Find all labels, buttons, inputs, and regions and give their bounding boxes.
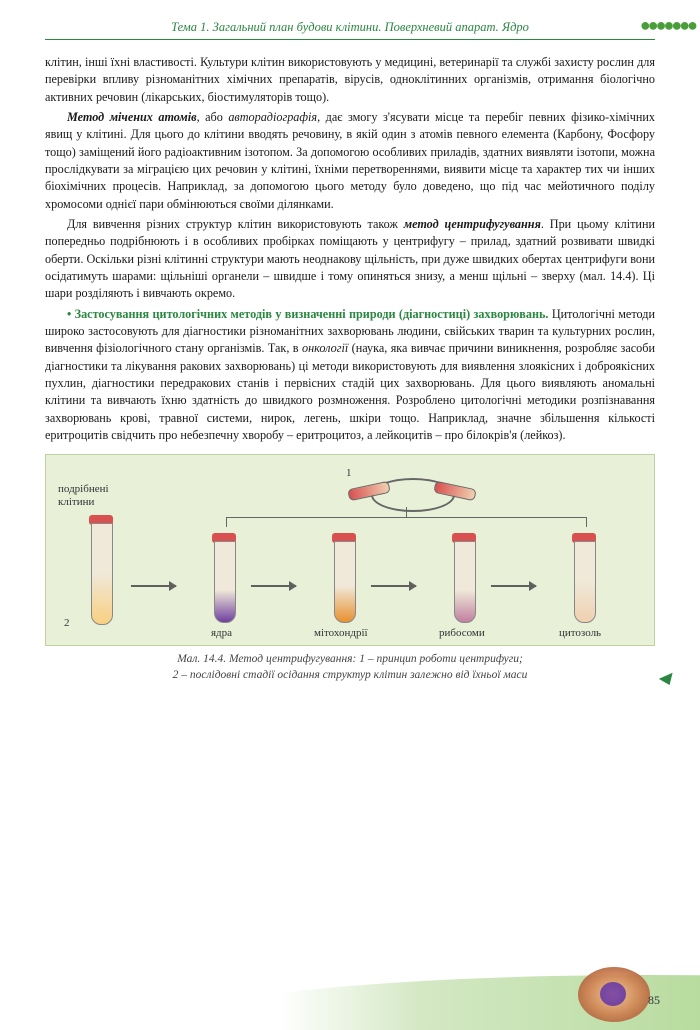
p2-or: , або [197, 110, 229, 124]
paragraph-1: клітин, інші їхні властивості. Культури … [45, 54, 655, 106]
arrow-2 [251, 585, 296, 587]
p3-start: Для вивчення різних структур клітин вико… [67, 217, 404, 231]
bracket-line [226, 517, 586, 519]
page-number: 85 [648, 993, 660, 1008]
figure-caption: Мал. 14.4. Метод центрифугування: 1 – пр… [45, 652, 655, 683]
bracket-stem [406, 507, 407, 517]
p1-text: клітин, інші їхні властивості. Культури … [45, 55, 655, 104]
p2-term: авторадіографія [228, 110, 317, 124]
paragraph-2: Метод мічених атомів, або авторадіографі… [45, 109, 655, 213]
header-decoration-icon: ●●●●●●● [640, 15, 695, 36]
header-title: Тема 1. Загальний план будови клітини. П… [171, 20, 529, 34]
caption-line2: 2 – послідовні стадії осідання структур … [173, 669, 528, 681]
arrow-3 [371, 585, 416, 587]
label-nuclei: ядра [211, 627, 232, 639]
arrow-4 [491, 585, 536, 587]
main-text: клітин, інші їхні властивості. Культури … [45, 54, 655, 444]
bullet-icon: • [67, 307, 75, 321]
p2-lead-term: Метод мічених атомів [67, 110, 197, 124]
label-num2: 2 [64, 617, 70, 629]
p3-term: метод центрифугування [404, 217, 541, 231]
label-cyto: цитозоль [559, 627, 601, 639]
bracket-right [586, 517, 587, 527]
figure-14-4: подрібнені клітини 1 2 [45, 454, 655, 646]
arrow-1 [131, 585, 176, 587]
p2-body: , дає змогу з'ясувати місце та перебіг п… [45, 110, 655, 211]
section-heading: Застосування цитологічних методів у визн… [75, 307, 549, 321]
caption-triangle-icon: ◀ [658, 668, 670, 690]
label-ribo: рибосоми [439, 627, 485, 639]
paragraph-4: • Застосування цитологічних методів у ви… [45, 306, 655, 445]
footer-cell-icon [578, 967, 650, 1022]
p4-term: онкології [302, 341, 348, 355]
label-num1: 1 [346, 467, 352, 479]
tube-nuclei [214, 533, 236, 623]
tube-source [91, 515, 113, 625]
paragraph-3: Для вивчення різних структур клітин вико… [45, 216, 655, 303]
label-mito: мітохондрії [314, 627, 368, 639]
bracket-left [226, 517, 227, 527]
caption-line1: Мал. 14.4. Метод центрифугування: 1 – пр… [177, 653, 523, 665]
p4-body2: (наука, яка вивчає причини виникнення, р… [45, 341, 655, 442]
label-crushed-cells: подрібнені клітини [58, 483, 118, 509]
chapter-header: Тема 1. Загальний план будови клітини. П… [45, 20, 655, 40]
tube-cyto [574, 533, 596, 623]
tube-ribo [454, 533, 476, 623]
page-container: Тема 1. Загальний план будови клітини. П… [0, 0, 700, 1030]
centrifuge-icon [356, 473, 466, 513]
tube-mito [334, 533, 356, 623]
